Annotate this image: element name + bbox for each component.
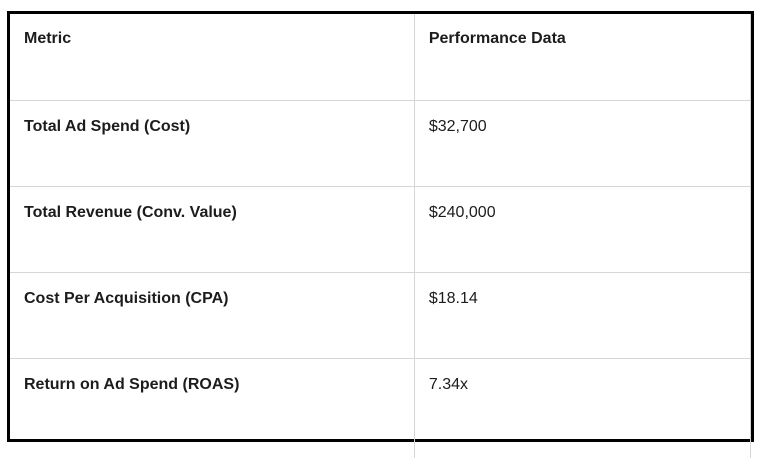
metric-value: 7.34x <box>413 357 752 458</box>
metric-name: Total Ad Spend (Cost) <box>10 99 415 187</box>
table-row: Total Revenue (Conv. Value) $240,000 <box>10 185 752 273</box>
table-row: Return on Ad Spend (ROAS) 7.34x <box>10 357 752 458</box>
table-row: Cost Per Acquisition (CPA) $18.14 <box>10 271 752 359</box>
header-metric: Metric <box>10 14 415 101</box>
table-header-row: Metric Performance Data <box>10 14 752 101</box>
metric-value: $240,000 <box>413 185 752 273</box>
metric-name: Cost Per Acquisition (CPA) <box>10 271 415 359</box>
metric-value: $32,700 <box>413 99 752 187</box>
table-row: Total Ad Spend (Cost) $32,700 <box>10 99 752 187</box>
header-performance-data: Performance Data <box>413 14 752 101</box>
metric-value: $18.14 <box>413 271 752 359</box>
metrics-table: Metric Performance Data Total Ad Spend (… <box>10 14 752 458</box>
metric-name: Total Revenue (Conv. Value) <box>10 185 415 273</box>
metric-name: Return on Ad Spend (ROAS) <box>10 357 415 458</box>
metrics-table-frame: Metric Performance Data Total Ad Spend (… <box>7 11 754 458</box>
